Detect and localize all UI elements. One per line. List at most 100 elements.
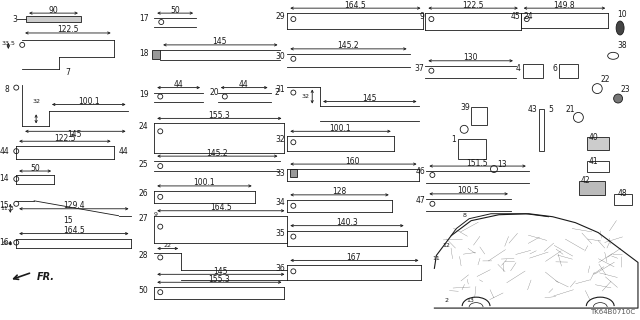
Text: 40: 40 [588, 133, 598, 142]
Text: 45: 45 [511, 12, 521, 20]
Text: 3: 3 [12, 15, 17, 24]
Text: 167: 167 [347, 253, 361, 262]
Bar [559, 64, 579, 78]
Text: 26: 26 [139, 189, 148, 198]
Text: 41: 41 [588, 156, 598, 165]
Text: 155.3: 155.3 [208, 111, 230, 120]
Text: 130: 130 [463, 53, 477, 62]
Bar [539, 109, 543, 151]
Text: 28: 28 [139, 251, 148, 260]
Bar [614, 194, 632, 205]
Text: 140.3: 140.3 [336, 218, 358, 227]
Text: 2: 2 [275, 88, 279, 97]
Bar [26, 16, 81, 22]
Text: 22: 22 [163, 243, 172, 248]
Text: 145.2: 145.2 [206, 149, 228, 158]
Text: 145: 145 [214, 267, 228, 276]
Text: 44: 44 [0, 147, 10, 156]
Text: 29: 29 [276, 12, 285, 20]
Text: 15: 15 [63, 216, 73, 225]
Text: 2: 2 [444, 298, 448, 303]
Text: 122.5: 122.5 [57, 26, 79, 35]
Text: 14: 14 [0, 174, 10, 183]
Text: 1: 1 [451, 135, 456, 144]
Text: 18: 18 [139, 49, 148, 58]
Text: 15: 15 [0, 201, 10, 210]
Text: 24: 24 [139, 122, 148, 131]
Text: 160: 160 [346, 156, 360, 165]
Text: 44: 44 [239, 80, 248, 89]
Text: 42: 42 [580, 176, 590, 186]
Text: 50: 50 [30, 164, 40, 172]
Text: 11: 11 [433, 256, 440, 261]
Text: 128: 128 [332, 188, 346, 196]
Text: 164.5: 164.5 [210, 203, 232, 212]
Text: 6: 6 [553, 64, 557, 73]
Text: 100.1: 100.1 [193, 179, 215, 188]
Circle shape [614, 94, 623, 103]
Text: 19: 19 [139, 90, 148, 99]
Text: 9.4: 9.4 [3, 241, 12, 246]
Text: 35: 35 [276, 229, 285, 238]
Text: 34: 34 [276, 198, 285, 207]
Text: 48: 48 [618, 189, 628, 198]
Text: 32: 32 [32, 99, 40, 104]
Text: FR.: FR. [37, 272, 55, 282]
Text: 30: 30 [276, 52, 285, 61]
Text: 50: 50 [139, 286, 148, 295]
Text: 32: 32 [276, 135, 285, 144]
Text: 44: 44 [118, 147, 128, 156]
Text: 24: 24 [524, 12, 533, 20]
Text: 164.5: 164.5 [63, 226, 84, 235]
Text: 27: 27 [139, 214, 148, 223]
Text: 38: 38 [617, 41, 627, 50]
Text: 9: 9 [154, 212, 157, 217]
Text: 23: 23 [620, 85, 630, 94]
Text: 4: 4 [516, 64, 521, 73]
Bar [291, 169, 298, 177]
Text: 164.5: 164.5 [344, 1, 366, 10]
Text: 25: 25 [139, 160, 148, 169]
Text: 90: 90 [48, 6, 58, 15]
Text: 17: 17 [139, 13, 148, 23]
Text: 16: 16 [0, 238, 10, 247]
Bar [588, 161, 609, 172]
Bar [458, 139, 486, 159]
Text: 13: 13 [497, 160, 507, 169]
Text: 12: 12 [442, 243, 450, 248]
Text: 145: 145 [212, 37, 227, 46]
Text: 155.3: 155.3 [208, 275, 230, 284]
Text: 5: 5 [548, 105, 554, 114]
Bar [579, 181, 605, 195]
Text: 21: 21 [566, 105, 575, 114]
Text: 43: 43 [528, 105, 538, 114]
Text: 20: 20 [210, 88, 220, 97]
Text: 47: 47 [416, 196, 426, 205]
Text: 122.5: 122.5 [54, 134, 76, 143]
Text: 7: 7 [65, 68, 70, 77]
Ellipse shape [616, 21, 624, 35]
Text: 145: 145 [68, 130, 82, 139]
Text: 31: 31 [276, 85, 285, 94]
Text: 44: 44 [173, 80, 183, 89]
Text: 100.5: 100.5 [457, 186, 479, 196]
Text: 13: 13 [466, 298, 474, 303]
Text: 33.5: 33.5 [1, 41, 15, 46]
Text: 9: 9 [420, 12, 424, 20]
Text: 8: 8 [462, 213, 466, 218]
Text: 37: 37 [415, 64, 424, 73]
Text: 8: 8 [4, 85, 10, 94]
Text: 22: 22 [600, 75, 610, 84]
Text: 145: 145 [363, 94, 377, 103]
Text: 46: 46 [416, 166, 426, 176]
Text: 50: 50 [170, 6, 180, 15]
Text: 32: 32 [301, 94, 309, 99]
Bar [588, 137, 609, 150]
Text: 129.4: 129.4 [63, 201, 84, 210]
Text: 122.5: 122.5 [462, 1, 484, 10]
Bar [152, 50, 160, 59]
Text: 39: 39 [460, 103, 470, 112]
Text: TK64B0710C: TK64B0710C [590, 309, 635, 315]
Text: 11.3: 11.3 [1, 206, 14, 211]
Text: 145.2: 145.2 [337, 41, 359, 50]
